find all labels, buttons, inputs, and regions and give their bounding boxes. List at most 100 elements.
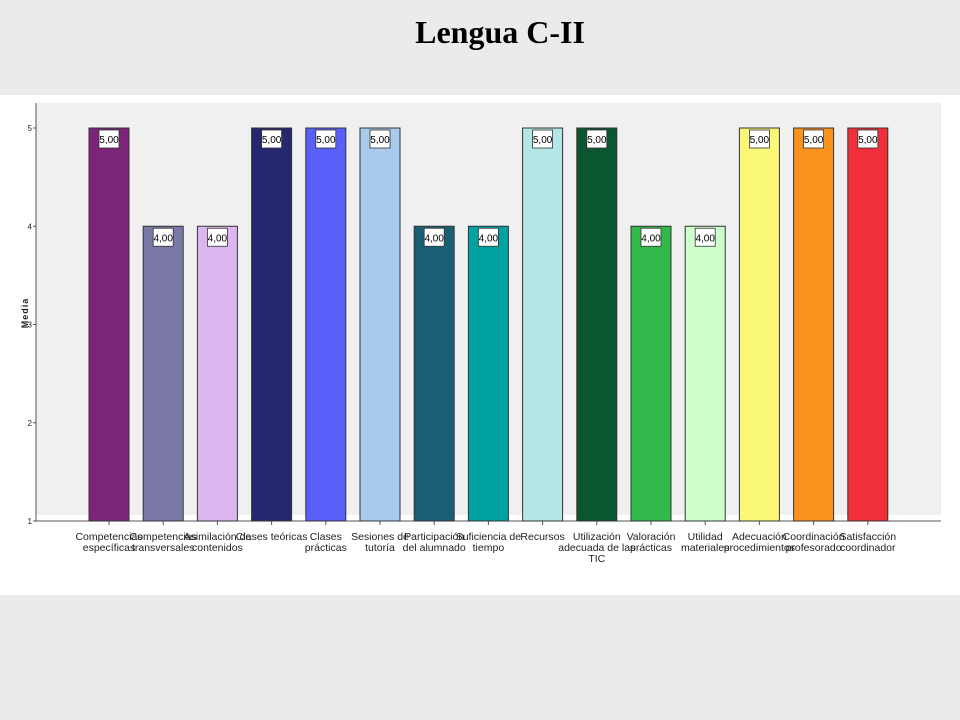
value-label: 5,00 bbox=[858, 135, 878, 146]
category-label: Suficiencia de tiempo bbox=[456, 531, 522, 554]
category-label-line: Recursos bbox=[520, 531, 564, 543]
category-label: Participación del alumnado bbox=[403, 531, 466, 554]
category-label-line: Adecuación bbox=[732, 531, 787, 543]
value-label: 5,00 bbox=[804, 135, 824, 146]
category-label-line: procedimientos bbox=[724, 542, 795, 554]
bar bbox=[251, 127, 293, 522]
value-label: 4,00 bbox=[695, 233, 715, 244]
bar bbox=[684, 225, 726, 522]
value-label-box bbox=[98, 129, 120, 149]
category-label-line: Valoración bbox=[627, 531, 676, 543]
bar bbox=[359, 127, 401, 522]
category-label-line: Utilización bbox=[573, 531, 621, 543]
value-label-box bbox=[694, 227, 716, 247]
category-label: Utilidad materiales bbox=[681, 531, 729, 554]
value-label-box bbox=[857, 129, 879, 149]
category-label-line: Sesiones de bbox=[351, 531, 409, 543]
bar bbox=[576, 127, 618, 522]
value-label-box bbox=[423, 227, 445, 247]
bar bbox=[630, 225, 672, 522]
y-tick-label: 2 bbox=[28, 419, 33, 428]
bar bbox=[413, 225, 455, 522]
category-label-line: Asimilación de bbox=[184, 531, 252, 543]
category-label-line: transversales bbox=[132, 542, 194, 554]
bar bbox=[196, 225, 238, 522]
bar bbox=[522, 127, 564, 522]
category-label-line: profesorado bbox=[786, 542, 842, 554]
value-label-box bbox=[369, 129, 391, 149]
category-label: Sesiones de tutoría bbox=[351, 531, 409, 554]
category-label-line: Competencias bbox=[75, 531, 142, 543]
category-label: Coordinación profesorado bbox=[783, 531, 845, 554]
value-label-box bbox=[640, 227, 662, 247]
category-label-line: prácticas bbox=[305, 542, 347, 554]
value-label: 5,00 bbox=[533, 135, 553, 146]
bar bbox=[88, 127, 130, 522]
value-label-box bbox=[152, 227, 174, 247]
category-label-line: Competencias bbox=[130, 531, 197, 543]
y-axis-label: Media bbox=[20, 298, 30, 329]
value-label-box bbox=[586, 129, 608, 149]
category-label: Recursos bbox=[520, 531, 564, 543]
category-label-line: Clases teóricas bbox=[236, 531, 308, 543]
value-label: 4,00 bbox=[153, 233, 173, 244]
bar bbox=[793, 127, 835, 522]
value-label: 4,00 bbox=[479, 233, 499, 244]
category-label: Competencias transversales bbox=[130, 531, 197, 554]
category-label: Clases prácticas bbox=[305, 531, 347, 554]
category-label: Adecuación procedimientos bbox=[724, 531, 795, 554]
value-label-box bbox=[261, 129, 283, 149]
category-label: Valoración prácticas bbox=[627, 531, 676, 554]
category-label-line: tiempo bbox=[473, 542, 505, 554]
bar bbox=[738, 127, 780, 522]
value-label: 5,00 bbox=[750, 135, 770, 146]
category-label-line: contenidos bbox=[192, 542, 243, 554]
value-label-box bbox=[477, 227, 499, 247]
value-label: 5,00 bbox=[587, 135, 607, 146]
category-label-line: coordinador bbox=[840, 542, 896, 554]
value-label-box bbox=[206, 227, 228, 247]
category-label-line: adecuada de las bbox=[558, 542, 635, 554]
category-label-line: Utilidad bbox=[688, 531, 723, 543]
category-label-line: materiales bbox=[681, 542, 729, 554]
category-label-line: Satisfacción bbox=[839, 531, 896, 543]
category-label-line: del alumnado bbox=[403, 542, 466, 554]
category-label: Competencias específicas bbox=[75, 531, 142, 554]
bars: 5,00 4,00 4,00 5,00 5,00 5,00 4,00 4,00 5,00 5,00… bbox=[88, 127, 889, 522]
value-label-box bbox=[532, 129, 553, 149]
value-label: 4,00 bbox=[641, 233, 661, 244]
value-label-box bbox=[315, 129, 337, 149]
value-label-box bbox=[803, 129, 824, 149]
bar bbox=[847, 127, 889, 522]
value-label: 5,00 bbox=[316, 135, 336, 146]
y-tick-label: 3 bbox=[28, 321, 33, 330]
category-label: Utilización adecuada de las TIC bbox=[558, 531, 635, 565]
value-label: 5,00 bbox=[99, 135, 119, 146]
value-label: 4,00 bbox=[424, 233, 444, 244]
category-label: Clases teóricas bbox=[236, 531, 308, 543]
category-label-line: Clases bbox=[310, 531, 342, 543]
value-label: 5,00 bbox=[370, 135, 390, 146]
bar bbox=[467, 225, 509, 522]
category-label-line: Participación bbox=[404, 531, 464, 543]
bar bbox=[142, 225, 184, 522]
value-label: 5,00 bbox=[262, 135, 282, 146]
y-tick-label: 5 bbox=[28, 124, 33, 133]
value-label: 4,00 bbox=[208, 233, 228, 244]
bar bbox=[305, 127, 347, 522]
category-label-line: específicas bbox=[83, 542, 136, 554]
value-label-box bbox=[749, 129, 770, 149]
category-label-line: prácticas bbox=[630, 542, 672, 554]
category-label: Satisfacción coordinador bbox=[839, 531, 896, 554]
slide-title: Lengua C-II bbox=[415, 14, 585, 50]
category-label: Asimilación de contenidos bbox=[184, 531, 252, 554]
category-label-line: tutoría bbox=[365, 542, 395, 554]
y-tick-label: 4 bbox=[28, 222, 33, 231]
category-label-line: TIC bbox=[588, 553, 605, 565]
category-label-line: Coordinación bbox=[783, 531, 845, 543]
category-label-line: Suficiencia de bbox=[456, 531, 522, 543]
y-tick-label: 1 bbox=[28, 517, 33, 526]
